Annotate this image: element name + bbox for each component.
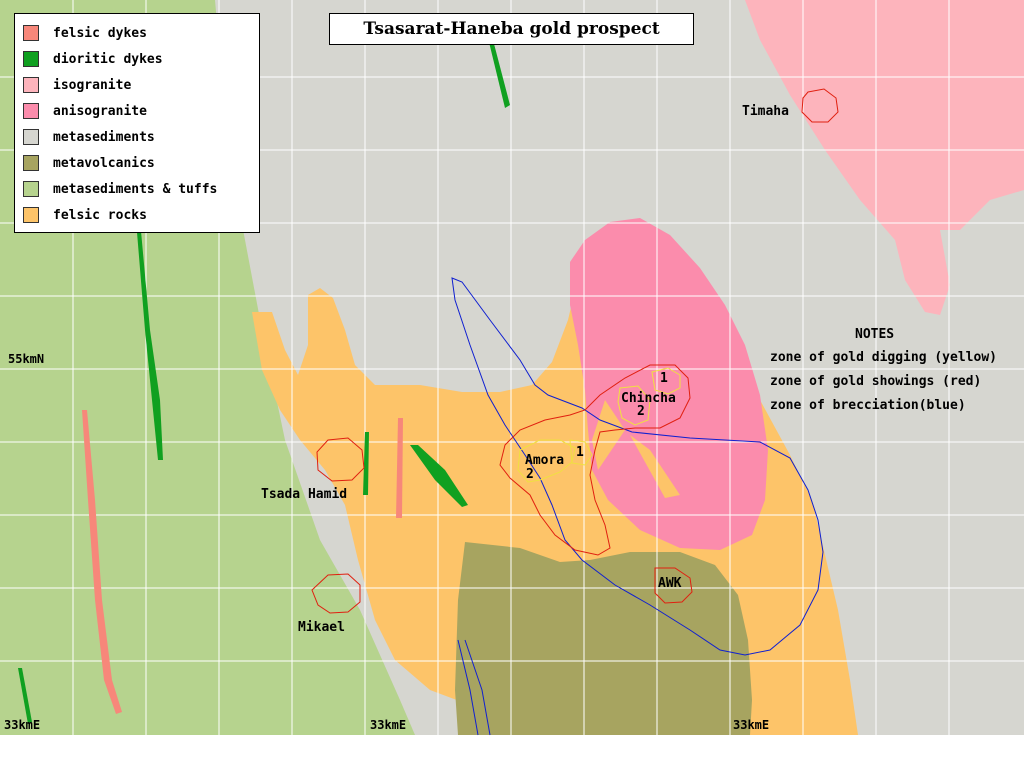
legend-label: dioritic dykes	[53, 51, 163, 67]
metavolcanics-area	[455, 542, 752, 735]
legend-swatch	[23, 181, 39, 197]
legend-swatch	[23, 103, 39, 119]
place-label-awk: AWK	[658, 576, 682, 591]
legend-item-isogranite: isogranite	[23, 72, 259, 98]
note-gold-showings: zone of gold showings (red)	[770, 374, 982, 389]
place-label-chincha-2: 2	[637, 404, 645, 419]
legend-item-felsic-dykes: felsic dykes	[23, 20, 259, 46]
isogranite-area	[745, 0, 1024, 315]
legend-swatch	[23, 155, 39, 171]
gold-digging-zones	[517, 367, 681, 483]
note-gold-digging: zone of gold digging (yellow)	[770, 350, 997, 365]
grid-label-north: 55kmN	[8, 352, 44, 366]
brecciation-zones	[451, 277, 824, 736]
legend-label: felsic dykes	[53, 25, 147, 41]
dioritic-dyke	[363, 432, 369, 495]
map-notes: NOTES zone of gold digging (yellow) zone…	[770, 324, 1024, 418]
place-label-amora: Amora	[525, 453, 564, 468]
legend-item-felsic-rocks: felsic rocks	[23, 202, 259, 228]
dioritic-dyke	[488, 38, 510, 108]
legend-swatch	[23, 51, 39, 67]
legend-swatch	[23, 207, 39, 223]
legend-item-dioritic-dykes: dioritic dykes	[23, 46, 259, 72]
felsic-dyke	[82, 410, 122, 714]
notes-title: NOTES	[855, 327, 895, 342]
dioritic-dyke	[410, 445, 468, 507]
legend-item-metasediments: metasediments	[23, 124, 259, 150]
map-legend: felsic dykes dioritic dykes isogranite a…	[14, 13, 260, 233]
legend-label: metasediments & tuffs	[53, 181, 218, 197]
place-label-chincha-1: 1	[660, 371, 668, 386]
legend-label: felsic rocks	[53, 207, 147, 223]
place-label-mikael: Mikael	[298, 620, 345, 635]
legend-swatch	[23, 129, 39, 145]
legend-swatch	[23, 25, 39, 41]
felsic-inlier	[592, 400, 625, 470]
place-label-amora-2: 2	[526, 467, 534, 482]
note-brecciation: zone of brecciation(blue)	[770, 398, 966, 413]
legend-swatch	[23, 77, 39, 93]
felsic-dyke	[396, 418, 403, 518]
legend-label: isogranite	[53, 77, 132, 93]
legend-item-metasediments-tuffs: metasediments & tuffs	[23, 176, 259, 202]
place-label-amora-1: 1	[576, 445, 584, 460]
anisogranite-area	[570, 218, 768, 550]
legend-item-metavolcanics: metavolcanics	[23, 150, 259, 176]
place-label-tsada-hamid: Tsada Hamid	[261, 487, 347, 502]
legend-label: metasediments	[53, 129, 155, 145]
felsic-wedge	[630, 435, 680, 498]
legend-label: anisogranite	[53, 103, 147, 119]
legend-item-anisogranite: anisogranite	[23, 98, 259, 124]
legend-label: metavolcanics	[53, 155, 155, 171]
place-label-chincha: Chincha	[621, 391, 676, 406]
grid-label-east: 33kmE	[733, 718, 769, 732]
grid-label-east: 33kmE	[4, 718, 40, 732]
gold-showings-zones	[311, 88, 839, 614]
map-title: Tsasarat-Haneba gold prospect	[329, 13, 694, 45]
dioritic-dyke	[18, 668, 32, 724]
place-label-timaha: Timaha	[742, 104, 789, 119]
grid-label-east: 33kmE	[370, 718, 406, 732]
dioritic-dyke	[136, 220, 163, 460]
